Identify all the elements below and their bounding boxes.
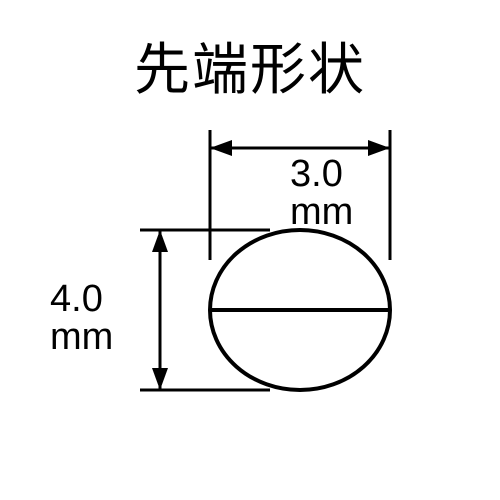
width-value: 3.0: [290, 153, 343, 195]
width-dim-label: 3.0 mm: [290, 155, 353, 231]
height-dim-label: 4.0 mm: [50, 280, 113, 356]
width-arrow-right: [368, 140, 390, 156]
height-arrow-top: [152, 230, 168, 252]
width-unit: mm: [290, 191, 353, 233]
width-arrow-left: [210, 140, 232, 156]
diagram-canvas: 先端形状 3.0 mm 4.0 mm: [0, 0, 500, 500]
height-arrow-bottom: [152, 368, 168, 390]
diagram-svg: [0, 0, 500, 500]
height-value: 4.0: [50, 278, 103, 320]
height-unit: mm: [50, 316, 113, 358]
